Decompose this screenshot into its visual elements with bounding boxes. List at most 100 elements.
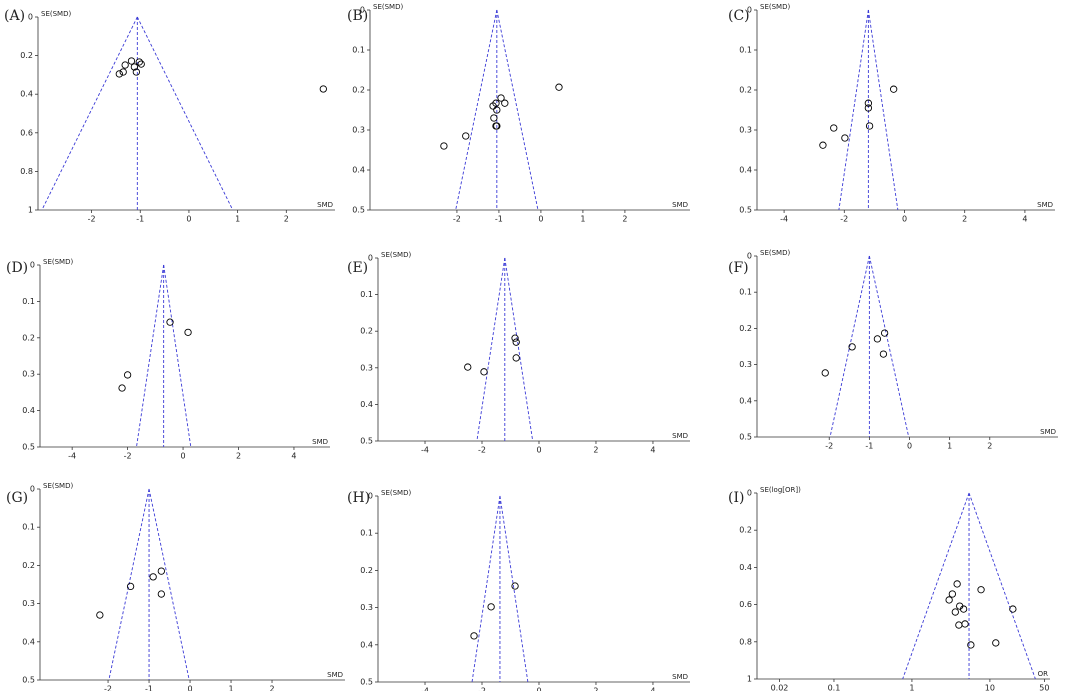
y-tick-label: 0.3 bbox=[739, 360, 752, 369]
y-tick-label: 0.5 bbox=[360, 678, 373, 687]
study-point bbox=[967, 641, 975, 649]
x-tick-label: 4 bbox=[1022, 215, 1027, 224]
x-tick-label: 10 bbox=[985, 684, 995, 691]
study-point bbox=[184, 328, 192, 336]
panel-label: (F) bbox=[728, 260, 749, 276]
x-tick-label: 2 bbox=[593, 446, 598, 455]
x-tick-label: 2 bbox=[622, 215, 627, 224]
study-point bbox=[115, 70, 123, 78]
x-tick-label: 4 bbox=[291, 452, 296, 461]
y-tick-label: 0.6 bbox=[739, 600, 752, 609]
y-axis-label: SE(SMD) bbox=[381, 489, 411, 497]
x-tick-label: 1 bbox=[228, 685, 233, 691]
study-point bbox=[137, 60, 145, 68]
y-tick-label: 0.5 bbox=[360, 437, 373, 446]
funnel-edge bbox=[868, 255, 910, 438]
y-tick-label: 0.3 bbox=[739, 126, 752, 135]
study-point bbox=[830, 124, 838, 132]
x-tick-label: -2 bbox=[124, 452, 132, 461]
y-tick-label: 0.2 bbox=[360, 566, 373, 575]
x-tick-label: 1 bbox=[235, 215, 240, 224]
x-tick-label: 0 bbox=[186, 215, 191, 224]
funnel-edge bbox=[136, 264, 165, 448]
y-tick-label: 0.8 bbox=[739, 637, 752, 646]
y-tick-label: 0.4 bbox=[352, 166, 365, 175]
funnel-edge bbox=[829, 255, 870, 438]
study-point bbox=[890, 85, 898, 93]
y-tick-label: 0.3 bbox=[360, 363, 373, 372]
y-tick-label: 0.4 bbox=[360, 640, 373, 649]
y-tick-label: 0.4 bbox=[739, 563, 752, 572]
study-point bbox=[953, 580, 961, 588]
y-tick-label: 0.5 bbox=[352, 206, 365, 215]
x-tick-label: 0 bbox=[907, 442, 912, 451]
y-tick-label: 0.2 bbox=[22, 333, 35, 342]
study-point bbox=[490, 114, 498, 122]
y-tick-label: 0.1 bbox=[739, 288, 752, 297]
study-point bbox=[96, 611, 104, 619]
study-point bbox=[126, 582, 135, 591]
y-tick-label: 0.4 bbox=[22, 637, 35, 646]
y-tick-label: 0 bbox=[747, 489, 752, 498]
x-tick-label: 1 bbox=[580, 215, 585, 224]
study-point bbox=[135, 58, 143, 66]
study-point bbox=[819, 141, 827, 149]
y-tick-label: 0.3 bbox=[360, 603, 373, 612]
x-tick-label: -1 bbox=[145, 685, 153, 691]
x-tick-label: 2 bbox=[962, 215, 967, 224]
x-axis-label: SMD bbox=[317, 201, 333, 209]
x-tick-label: 2 bbox=[236, 452, 241, 461]
funnel-edge bbox=[499, 495, 529, 683]
x-tick-label: -4 bbox=[421, 446, 429, 455]
study-point bbox=[157, 590, 165, 598]
y-tick-label: 0.4 bbox=[22, 406, 35, 415]
x-tick-label: 2 bbox=[284, 215, 289, 224]
study-point bbox=[440, 142, 448, 150]
y-tick-label: 0.4 bbox=[20, 90, 33, 99]
funnel-edge bbox=[108, 488, 150, 681]
study-point bbox=[992, 639, 1000, 647]
study-point bbox=[511, 582, 519, 590]
x-tick-label: -2 bbox=[478, 446, 486, 455]
study-point bbox=[121, 61, 129, 69]
x-tick-label: 1 bbox=[947, 442, 952, 451]
x-tick-label: -4 bbox=[68, 452, 76, 461]
study-point bbox=[118, 384, 126, 392]
y-tick-label: 0.3 bbox=[352, 126, 365, 135]
y-tick-label: 0.2 bbox=[739, 86, 752, 95]
study-point bbox=[955, 621, 963, 629]
x-axis-label: SMD bbox=[327, 671, 343, 679]
study-point bbox=[501, 99, 509, 107]
study-point bbox=[880, 329, 889, 337]
funnel-edge bbox=[163, 264, 192, 448]
y-axis-label: SE(SMD) bbox=[373, 3, 403, 11]
x-axis-label: SMD bbox=[1040, 428, 1056, 436]
y-tick-label: 0.6 bbox=[20, 128, 33, 137]
y-tick-label: 0.2 bbox=[352, 86, 365, 95]
study-point bbox=[470, 632, 478, 640]
study-point bbox=[127, 57, 136, 65]
study-point bbox=[130, 63, 139, 71]
y-tick-label: 0.4 bbox=[739, 166, 752, 175]
x-tick-label: 2 bbox=[593, 687, 598, 691]
y-tick-label: 0.3 bbox=[22, 370, 35, 379]
study-point bbox=[123, 371, 132, 379]
y-tick-label: 0 bbox=[747, 6, 752, 15]
study-point bbox=[492, 122, 500, 130]
y-tick-label: 0.1 bbox=[22, 297, 35, 306]
study-point bbox=[879, 350, 888, 358]
x-tick-label: 0.1 bbox=[828, 684, 841, 691]
y-tick-label: 1 bbox=[28, 206, 33, 215]
y-tick-label: 0.1 bbox=[360, 290, 373, 299]
study-point bbox=[319, 85, 327, 93]
y-tick-label: 0.4 bbox=[360, 400, 373, 409]
x-tick-label: -2 bbox=[478, 687, 486, 691]
funnel-edge bbox=[148, 488, 190, 681]
y-tick-label: 0.1 bbox=[360, 529, 373, 538]
y-axis-label: SE(SMD) bbox=[43, 482, 73, 490]
x-tick-label: -2 bbox=[840, 215, 848, 224]
x-tick-label: 0 bbox=[181, 452, 186, 461]
x-tick-label: 2 bbox=[269, 685, 274, 691]
x-axis-label: SMD bbox=[1037, 201, 1053, 209]
x-tick-label: 1 bbox=[909, 684, 914, 691]
